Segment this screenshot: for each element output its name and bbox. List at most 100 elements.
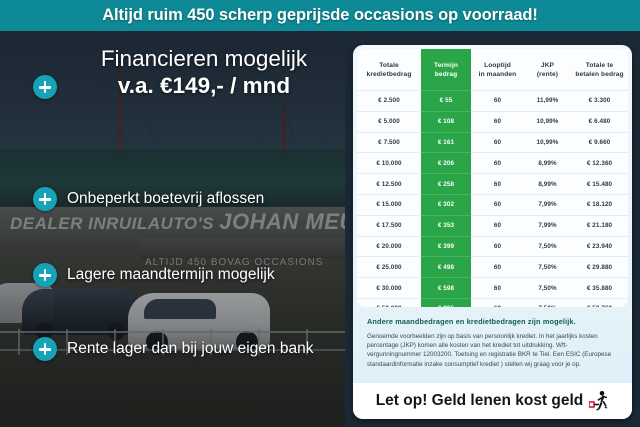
cell-krediet: € 7.500 <box>357 131 421 153</box>
cell-looptijd: 60 <box>471 277 524 299</box>
cell-looptijd: 60 <box>471 193 524 216</box>
cell-looptijd: 60 <box>471 235 524 257</box>
cell-termijn: € 399 <box>421 235 471 257</box>
cell-termijn: € 302 <box>421 193 471 216</box>
cell-krediet: € 50.000 <box>357 297 421 307</box>
col-header-line-1: Looptijd <box>484 61 511 69</box>
cell-jkp: 8,99% <box>524 173 571 195</box>
table-row: € 10.000 € 206 60 8,99% € 12.360 <box>357 152 628 174</box>
cell-totaal: € 35.880 <box>571 277 628 299</box>
bullet-label: Rente lager dan bij jouw eigen bank <box>67 340 314 357</box>
table-row: € 15.000 € 302 60 7,99% € 18.120 <box>357 193 628 216</box>
finance-card: Totale kredietbedrag Termijn bedrag Loop… <box>353 45 632 419</box>
col-header-line-2: kredietbedrag <box>366 70 412 78</box>
cell-looptijd: 60 <box>471 131 524 153</box>
cell-termijn: € 996 <box>421 297 471 307</box>
cell-jkp: 7,99% <box>524 214 571 237</box>
cell-termijn: € 108 <box>421 110 471 133</box>
col-header-line-2: bedrag <box>434 70 458 78</box>
cell-krediet: € 30.000 <box>357 277 421 299</box>
disclaimer-body: Genoemde voorbeelden zijn op basis van p… <box>367 333 612 368</box>
col-header-termijn: Termijn bedrag <box>421 49 471 91</box>
rate-table: Totale kredietbedrag Termijn bedrag Loop… <box>357 49 628 307</box>
cell-krediet: € 25.000 <box>357 256 421 278</box>
bullet-item-2: Rente lager dan bij jouw eigen bank <box>33 337 313 361</box>
cell-totaal: € 3.300 <box>571 90 628 112</box>
table-row: € 30.000 € 598 60 7,50% € 35.880 <box>357 277 628 299</box>
cell-krediet: € 15.000 <box>357 193 421 216</box>
headline-block: Financieren mogelijk v.a. €149,- / mnd <box>64 46 344 100</box>
col-header-looptijd: Looptijd in maanden <box>471 49 524 91</box>
table-row: € 20.000 € 399 60 7,50% € 23.940 <box>357 235 628 257</box>
plus-icon <box>33 187 57 211</box>
cell-looptijd: 60 <box>471 90 524 112</box>
cell-termijn: € 258 <box>421 173 471 195</box>
cell-totaal: € 9.660 <box>571 131 628 153</box>
cell-totaal: € 15.480 <box>571 173 628 195</box>
bullet-label: Onbeperkt boetevrij aflossen <box>67 190 265 207</box>
cell-looptijd: 60 <box>471 214 524 237</box>
info-panel: Totale kredietbedrag Termijn bedrag Loop… <box>345 31 640 427</box>
cell-looptijd: 60 <box>471 256 524 278</box>
bullet-item-0: Onbeperkt boetevrij aflossen <box>33 187 264 211</box>
cell-jkp: 7,99% <box>524 193 571 216</box>
cell-krediet: € 12.500 <box>357 173 421 195</box>
cell-jkp: 11,99% <box>524 90 571 112</box>
col-header-line-2: in maanden <box>478 70 517 78</box>
cell-totaal: € 23.940 <box>571 235 628 257</box>
cell-termijn: € 206 <box>421 152 471 174</box>
dealership-photo: DEALER INRUILAUTO'S JOHAN MEURE ALTIJD 4… <box>0 31 345 427</box>
col-header-jkp: JKP (rente) <box>524 49 571 91</box>
cell-jkp: 7,50% <box>524 256 571 278</box>
cell-krediet: € 5.000 <box>357 110 421 133</box>
table-row: € 12.500 € 258 60 8,99% € 15.480 <box>357 173 628 195</box>
warning-bar: Let op! Geld lenen kost geld <box>353 383 632 419</box>
col-header-line-1: Termijn <box>433 61 459 69</box>
col-header-line-2: (rente) <box>536 70 559 78</box>
cell-totaal: € 59.760 <box>571 297 628 307</box>
table-row: € 25.000 € 498 60 7,50% € 29.880 <box>357 256 628 278</box>
table-row: € 7.500 € 161 60 10,99% € 9.660 <box>357 131 628 153</box>
plus-icon <box>33 263 57 287</box>
cell-krediet: € 10.000 <box>357 152 421 174</box>
cell-totaal: € 6.480 <box>571 110 628 133</box>
cell-jkp: 7,50% <box>524 235 571 257</box>
cell-jkp: 7,50% <box>524 297 571 307</box>
cell-termijn: € 353 <box>421 214 471 237</box>
table-row: € 17.500 € 353 60 7,99% € 21.180 <box>357 214 628 237</box>
plus-icon <box>33 75 57 99</box>
cell-krediet: € 2.500 <box>357 90 421 112</box>
cell-krediet: € 17.500 <box>357 214 421 237</box>
cell-termijn: € 55 <box>421 90 471 112</box>
col-header-line-1: Totale te <box>585 61 614 69</box>
table-row: € 50.000 € 996 60 7,50% € 59.760 <box>357 297 628 307</box>
running-man-icon <box>589 391 608 411</box>
cell-jkp: 7,50% <box>524 277 571 299</box>
col-header-line-1: JKP <box>540 61 555 69</box>
cell-totaal: € 21.180 <box>571 214 628 237</box>
cell-termijn: € 498 <box>421 256 471 278</box>
cell-jkp: 10,99% <box>524 131 571 153</box>
cell-krediet: € 20.000 <box>357 235 421 257</box>
headline-line-1: Financieren mogelijk <box>100 46 308 71</box>
cell-looptijd: 60 <box>471 297 524 307</box>
cell-termijn: € 598 <box>421 277 471 299</box>
bullet-item-1: Lagere maandtermijn mogelijk <box>33 263 275 287</box>
table-row: € 2.500 € 55 60 11,99% € 3.300 <box>357 90 628 112</box>
col-header-totaal: Totale te betalen bedrag <box>571 49 628 91</box>
cell-termijn: € 161 <box>421 131 471 153</box>
plus-icon <box>33 337 57 361</box>
warning-text: Let op! Geld lenen kost geld <box>375 392 584 409</box>
cell-totaal: € 12.360 <box>571 152 628 174</box>
table-header-row: Totale kredietbedrag Termijn bedrag Loop… <box>357 49 628 91</box>
col-header-krediet: Totale kredietbedrag <box>357 49 421 91</box>
col-header-line-2: betalen bedrag <box>575 70 624 78</box>
photo-overlay <box>0 31 345 427</box>
col-header-line-1: Totale <box>379 61 399 69</box>
disclaimer-title: Andere maandbedragen en kredietbedragen … <box>367 317 576 326</box>
cell-looptijd: 60 <box>471 110 524 133</box>
cell-totaal: € 29.880 <box>571 256 628 278</box>
table-row: € 5.000 € 108 60 10,99% € 6.480 <box>357 110 628 133</box>
rate-table-wrapper: Totale kredietbedrag Termijn bedrag Loop… <box>357 49 628 307</box>
